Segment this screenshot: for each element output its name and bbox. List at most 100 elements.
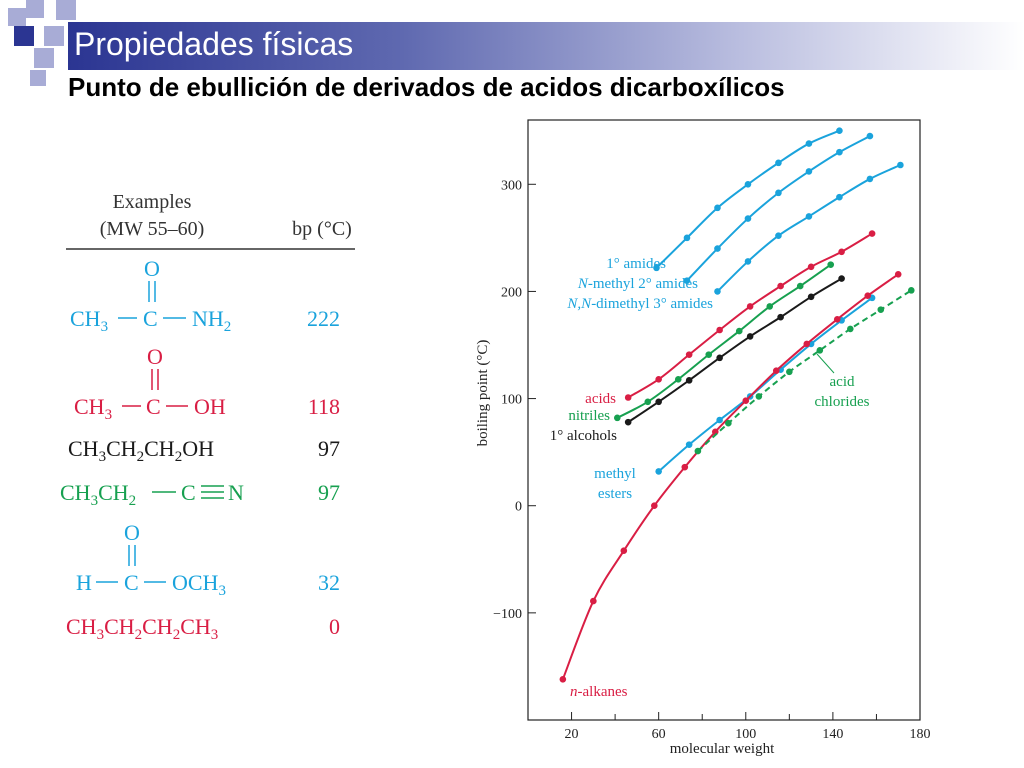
bp-value: 222 bbox=[307, 306, 340, 331]
y-tick-label: 200 bbox=[501, 285, 522, 300]
decor-square bbox=[30, 70, 46, 86]
bp-header: bp (°C) bbox=[292, 218, 352, 240]
data-point bbox=[864, 292, 872, 300]
x-tick-label: 20 bbox=[565, 727, 579, 742]
row-propanol: CH3CH2CH2OH 97 bbox=[68, 436, 340, 465]
bp-value: 97 bbox=[318, 436, 340, 461]
data-point bbox=[746, 333, 754, 340]
series-line bbox=[655, 129, 840, 269]
formula-ch3: CH3 bbox=[70, 306, 108, 335]
carbonyl-o: O bbox=[124, 520, 140, 545]
data-point bbox=[866, 132, 874, 140]
data-point bbox=[877, 306, 885, 313]
formula-n: N bbox=[228, 480, 244, 505]
formula-ch3ch2: CH3CH2 bbox=[60, 480, 136, 509]
data-point bbox=[897, 161, 904, 169]
formula-ch3: CH3 bbox=[74, 394, 112, 423]
data-point bbox=[683, 277, 691, 285]
label-2-amides: N-methyl 2° amides bbox=[577, 276, 698, 292]
data-point bbox=[775, 232, 782, 240]
data-point bbox=[716, 326, 723, 334]
data-point bbox=[833, 315, 841, 323]
data-point bbox=[755, 393, 763, 400]
data-point bbox=[894, 270, 902, 278]
y-tick-label: 300 bbox=[501, 178, 522, 193]
data-point bbox=[744, 258, 752, 265]
label-chlorides-1: acid bbox=[830, 374, 855, 390]
formula-c: C bbox=[124, 570, 139, 595]
data-point bbox=[836, 127, 843, 135]
row-acetic-acid: O CH3 C OH 118 bbox=[74, 344, 340, 423]
data-point bbox=[816, 347, 824, 354]
data-point bbox=[683, 234, 691, 242]
data-point bbox=[590, 597, 597, 605]
data-point bbox=[714, 204, 721, 212]
data-point bbox=[772, 367, 780, 375]
formula-h: H bbox=[76, 570, 92, 595]
title-bar bbox=[68, 22, 1024, 70]
plot-border bbox=[527, 119, 921, 721]
bp-value: 32 bbox=[318, 570, 340, 595]
x-tick-label: 140 bbox=[822, 727, 843, 742]
data-point bbox=[725, 419, 732, 427]
label-alkanes: n-alkanes bbox=[570, 684, 628, 700]
label-3-amides: N,N-dimethyl 3° amides bbox=[566, 296, 713, 312]
slide-title: Propiedades físicas bbox=[74, 26, 354, 62]
data-point bbox=[786, 368, 793, 376]
data-point bbox=[836, 148, 843, 156]
formula-c: C bbox=[146, 394, 161, 419]
decor-square bbox=[8, 8, 26, 26]
data-point bbox=[714, 288, 721, 295]
label-esters-1: methyl bbox=[594, 466, 636, 482]
label-1-amides: 1° amides bbox=[606, 256, 666, 272]
x-tick-label: 180 bbox=[910, 727, 931, 742]
series-1-alcohols bbox=[624, 275, 845, 426]
series-acids bbox=[624, 230, 876, 401]
formula-nh2: NH2 bbox=[192, 306, 231, 335]
data-point bbox=[744, 180, 752, 188]
data-point bbox=[655, 468, 662, 475]
label-alcohols: 1° alcohols bbox=[550, 428, 617, 444]
series-n-methyl-2-amides bbox=[683, 132, 874, 285]
row-acetamide: O CH3 C NH2 222 bbox=[70, 256, 340, 335]
data-point bbox=[620, 547, 628, 555]
decor-square bbox=[26, 0, 44, 18]
data-point bbox=[651, 502, 658, 510]
data-point bbox=[838, 275, 845, 282]
data-point bbox=[716, 354, 723, 362]
y-axis-label: boiling point (°C) bbox=[475, 340, 491, 447]
series-n-n-dimethyl-3-amides bbox=[714, 161, 904, 295]
data-point bbox=[866, 175, 874, 183]
slide-subtitle: Punto de ebullición de derivados de acid… bbox=[68, 72, 785, 102]
data-point bbox=[624, 394, 632, 401]
formula-oh: OH bbox=[194, 394, 226, 419]
data-point bbox=[805, 140, 813, 147]
formula-butane: CH3CH2CH2CH3 bbox=[66, 614, 218, 643]
data-point bbox=[847, 325, 854, 333]
data-point bbox=[624, 418, 632, 426]
series-nitriles bbox=[613, 261, 835, 422]
data-point bbox=[796, 282, 804, 290]
data-point bbox=[714, 245, 721, 252]
mw-range-header: (MW 55–60) bbox=[100, 218, 205, 240]
data-point bbox=[685, 351, 693, 358]
decor-square bbox=[44, 26, 64, 46]
x-tick-label: 100 bbox=[735, 727, 756, 742]
data-point bbox=[807, 293, 815, 301]
series-acid-chlorides bbox=[694, 287, 915, 455]
data-point bbox=[868, 230, 876, 237]
label-chlorides-2: chlorides bbox=[815, 394, 870, 410]
data-point bbox=[705, 351, 713, 358]
formula-c: C bbox=[143, 306, 158, 331]
decor-square bbox=[14, 26, 34, 46]
data-point bbox=[777, 282, 784, 290]
data-point bbox=[827, 261, 835, 268]
plot-frame bbox=[527, 119, 921, 721]
bp-value: 97 bbox=[318, 480, 340, 505]
series-labels: 1° amides N-methyl 2° amides N,N-dimethy… bbox=[550, 256, 870, 700]
data-point bbox=[805, 168, 813, 175]
data-point bbox=[746, 303, 754, 310]
chlorides-leader bbox=[816, 353, 835, 374]
formula-c: C bbox=[181, 480, 196, 505]
data-point bbox=[559, 675, 567, 683]
